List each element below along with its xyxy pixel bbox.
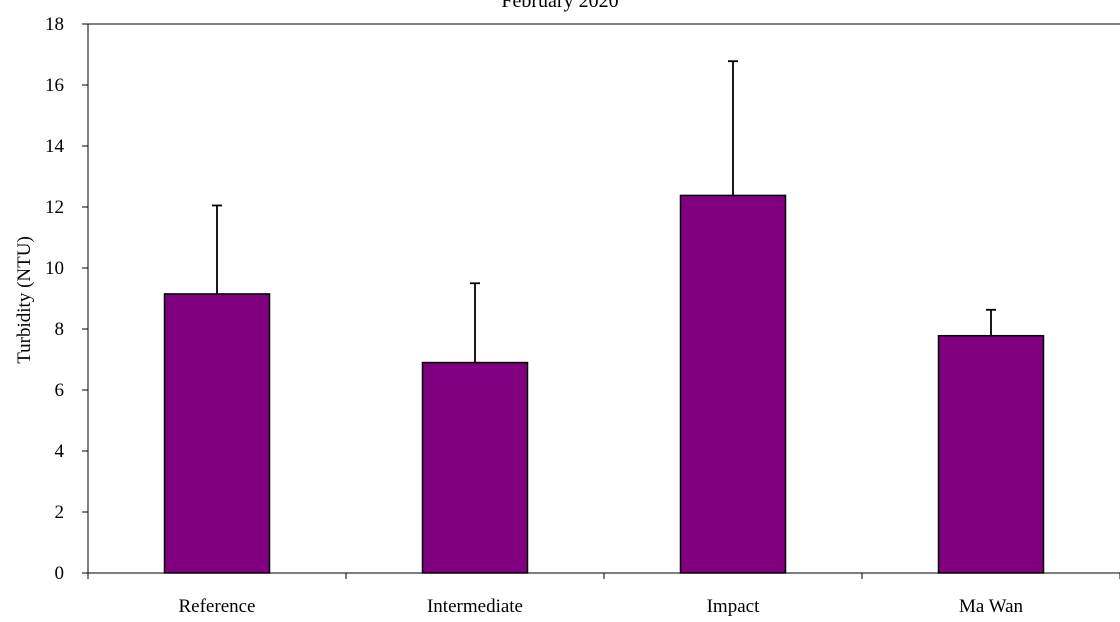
bar-intermediate <box>421 361 529 574</box>
y-tick-label: 0 <box>55 563 65 584</box>
y-tick-label: 10 <box>45 258 64 279</box>
plot-area: 0 2 4 6 8 10 12 14 16 18 Reference Intermediate Impa… <box>45 14 1120 617</box>
y-tick-label: 6 <box>55 380 65 401</box>
y-tick-label: 18 <box>45 14 64 35</box>
x-category-label: Ma Wan <box>959 596 1024 617</box>
x-category-label: Intermediate <box>427 596 523 617</box>
bar-reference <box>163 293 271 574</box>
y-tick-label: 16 <box>45 75 64 96</box>
y-tick-label: 8 <box>55 319 65 340</box>
x-category-label: Impact <box>707 596 760 617</box>
bar-ma-wan <box>937 334 1045 574</box>
y-tick-label: 4 <box>55 441 65 462</box>
y-axis-title: Turbidity (NTU) <box>14 236 35 364</box>
chart-title: February 2020 <box>501 0 618 12</box>
y-tick-label: 2 <box>55 502 65 523</box>
x-category-label: Reference <box>179 596 256 617</box>
y-tick-label: 14 <box>45 136 65 157</box>
y-tick-label: 12 <box>45 197 64 218</box>
bar-impact <box>679 194 787 574</box>
